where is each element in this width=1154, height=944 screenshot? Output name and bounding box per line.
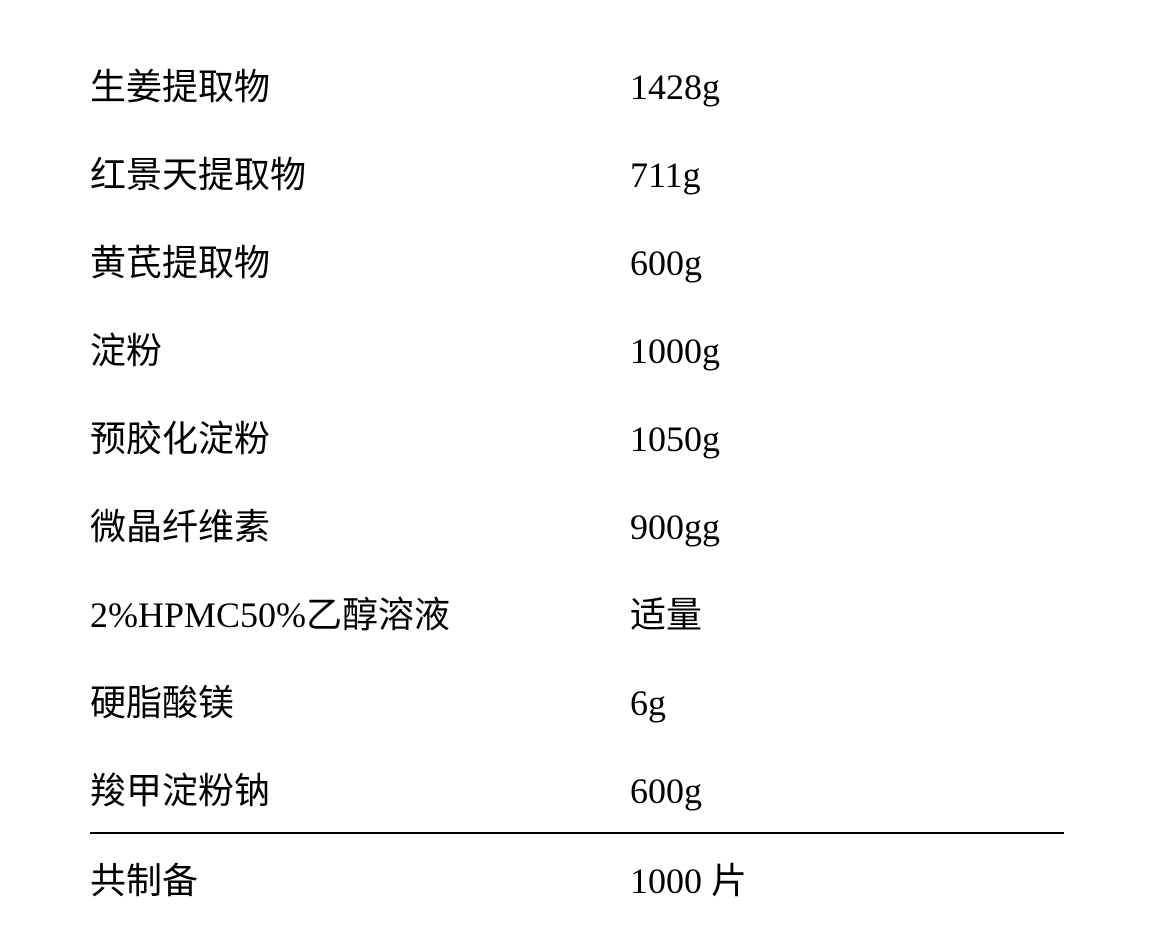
table-row: 黄芪提取物 600g [90, 216, 1064, 304]
table-row: 生姜提取物 1428g [90, 40, 1064, 128]
ingredient-name: 微晶纤维素 [90, 498, 630, 550]
ingredient-name: 黄芪提取物 [90, 234, 630, 286]
ingredient-table: 生姜提取物 1428g 红景天提取物 711g 黄芪提取物 600g 淀粉 10… [90, 40, 1064, 904]
table-row: 红景天提取物 711g [90, 128, 1064, 216]
table-row: 羧甲淀粉钠 600g [90, 744, 1064, 832]
total-amount: 1000 片 [630, 852, 747, 904]
table-row: 2%HPMC50%乙醇溶液 适量 [90, 568, 1064, 656]
ingredient-amount: 600g [630, 770, 702, 812]
table-row: 预胶化淀粉 1050g [90, 392, 1064, 480]
ingredient-amount: 600g [630, 242, 702, 284]
ingredient-name: 生姜提取物 [90, 58, 630, 110]
table-row: 微晶纤维素 900gg [90, 480, 1064, 568]
ingredient-name: 硬脂酸镁 [90, 674, 630, 726]
total-label: 共制备 [90, 852, 630, 904]
ingredient-name: 淀粉 [90, 322, 630, 374]
table-total-row: 共制备 1000 片 [90, 834, 1064, 904]
table-row: 淀粉 1000g [90, 304, 1064, 392]
ingredient-amount: 711g [630, 154, 701, 196]
ingredient-amount: 1000g [630, 330, 720, 372]
ingredient-amount: 900gg [630, 506, 720, 548]
ingredient-name: 羧甲淀粉钠 [90, 762, 630, 814]
table-row: 硬脂酸镁 6g [90, 656, 1064, 744]
ingredient-name: 2%HPMC50%乙醇溶液 [90, 586, 630, 638]
ingredient-name: 红景天提取物 [90, 146, 630, 198]
ingredient-name: 预胶化淀粉 [90, 410, 630, 462]
ingredient-amount: 1050g [630, 418, 720, 460]
ingredient-amount: 适量 [630, 586, 702, 638]
ingredient-amount: 6g [630, 682, 666, 724]
ingredient-amount: 1428g [630, 66, 720, 108]
